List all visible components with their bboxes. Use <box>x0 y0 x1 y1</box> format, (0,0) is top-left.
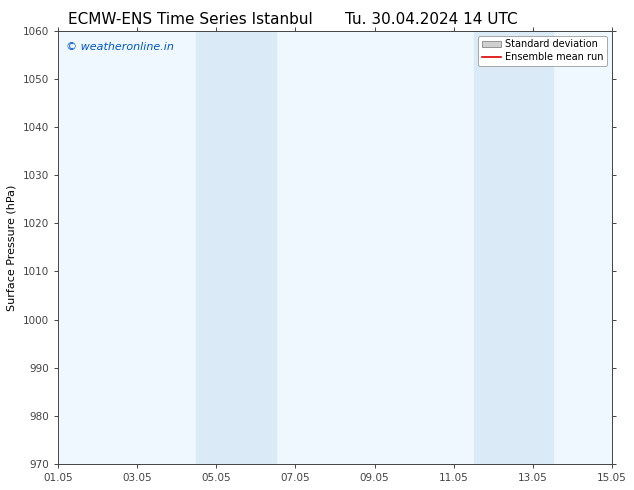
Text: Tu. 30.04.2024 14 UTC: Tu. 30.04.2024 14 UTC <box>345 12 517 27</box>
Text: © weatheronline.in: © weatheronline.in <box>66 42 174 51</box>
Text: ECMW-ENS Time Series Istanbul: ECMW-ENS Time Series Istanbul <box>68 12 313 27</box>
Bar <box>197 31 276 464</box>
Bar <box>474 31 553 464</box>
Y-axis label: Surface Pressure (hPa): Surface Pressure (hPa) <box>7 184 17 311</box>
Legend: Standard deviation, Ensemble mean run: Standard deviation, Ensemble mean run <box>477 36 607 66</box>
